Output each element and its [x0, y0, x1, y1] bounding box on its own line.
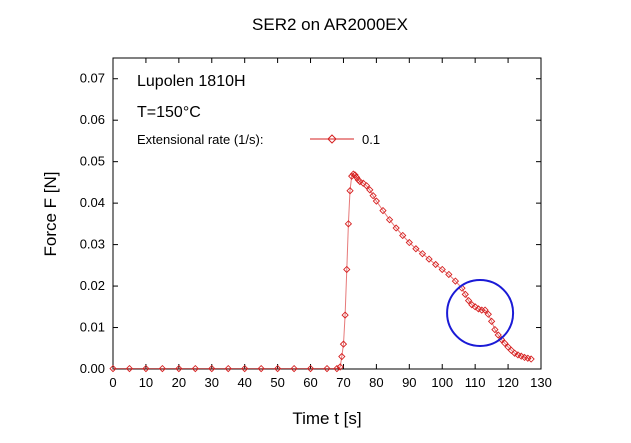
x-tick-label: 120: [497, 375, 519, 390]
temperature-annotation: T=150°C: [137, 104, 201, 121]
x-tick-label: 130: [530, 375, 552, 390]
x-tick-label: 40: [237, 375, 251, 390]
data-point: [257, 364, 265, 373]
data-point: [438, 265, 446, 274]
data-point: [346, 187, 354, 195]
data-point: [432, 260, 440, 269]
y-axis: 0.00 0.01 0.02 0.03 0.04 0.05 0.06 0.07: [80, 71, 541, 376]
data-point: [109, 364, 117, 373]
y-tick-label: 0.06: [80, 112, 105, 127]
x-tick-label: 100: [431, 375, 453, 390]
chart-title: SER2 on AR2000EX: [252, 15, 408, 34]
x-tick-label: 20: [172, 375, 186, 390]
data-point: [224, 364, 232, 373]
y-tick-label: 0.04: [80, 195, 105, 210]
x-tick-label: 30: [205, 375, 219, 390]
x-tick-label: 110: [465, 375, 486, 390]
data-point: [273, 364, 282, 373]
data-point: [494, 331, 502, 339]
data-point: [352, 173, 361, 182]
series-points: [109, 170, 535, 373]
data-point: [344, 220, 353, 228]
data-point: [445, 270, 453, 279]
data-point: [336, 363, 344, 371]
x-axis-title: Time t [s]: [292, 409, 361, 428]
data-point: [366, 186, 374, 194]
data-point: [527, 355, 535, 363]
y-tick-label: 0.01: [80, 320, 105, 335]
highlight-circle: [446, 279, 515, 348]
y-tick-label: 0.00: [80, 361, 105, 376]
data-point: [372, 197, 381, 205]
data-point: [481, 306, 489, 314]
data-point: [468, 301, 476, 309]
data-point: [125, 364, 134, 373]
y-tick-label: 0.03: [80, 237, 105, 252]
data-point: [487, 317, 496, 325]
x-tick-label: 60: [303, 375, 317, 390]
data-point: [471, 303, 479, 311]
x-tick-label: 0: [109, 375, 116, 390]
data-point: [511, 349, 519, 357]
data-point: [158, 364, 167, 373]
data-point: [341, 311, 349, 319]
data-point: [464, 296, 473, 305]
data-point: [385, 216, 394, 224]
data-point: [418, 250, 427, 258]
material-annotation: Lupolen 1810H: [137, 73, 246, 90]
x-tick-label: 80: [369, 375, 383, 390]
x-tick-label: 10: [139, 375, 153, 390]
data-point: [362, 182, 371, 190]
data-point: [412, 245, 420, 253]
legend: Extensional rate (1/s): 0.1: [137, 132, 380, 147]
data-point: [359, 179, 367, 187]
data-point: [142, 364, 150, 373]
y-tick-label: 0.05: [80, 154, 105, 169]
data-point: [191, 364, 199, 373]
data-point: [425, 255, 433, 263]
y-tick-label: 0.02: [80, 278, 105, 293]
data-point: [356, 177, 364, 186]
data-point: [348, 172, 356, 180]
data-point: [501, 339, 509, 347]
x-axis: 0 10 20 30 40 50 60 70 80 90 100 110 120 130: [109, 58, 552, 390]
legend-series-name: 0.1: [362, 132, 380, 147]
data-point: [241, 364, 249, 373]
data-point: [484, 310, 492, 318]
highlight-layer: [446, 279, 515, 348]
data-point: [379, 206, 387, 215]
data-point: [333, 364, 341, 373]
data-point: [478, 306, 486, 314]
y-axis-title: Force F [N]: [41, 171, 60, 256]
x-tick-label: 50: [270, 375, 284, 390]
data-point: [175, 364, 183, 373]
legend-marker-icon: [327, 134, 337, 144]
data-point: [369, 192, 377, 200]
series-line: [113, 173, 532, 370]
data-point: [338, 352, 346, 361]
data-point: [290, 364, 298, 373]
legend-label: Extensional rate (1/s):: [137, 132, 263, 147]
data-point: [351, 171, 359, 179]
data-point: [491, 325, 499, 334]
data-point: [399, 231, 407, 240]
data-point: [343, 265, 351, 274]
data-point: [405, 238, 413, 247]
data-point: [461, 290, 469, 298]
data-point: [208, 364, 216, 373]
y-tick-label: 0.07: [80, 71, 105, 86]
data-point: [306, 364, 315, 373]
data-point: [392, 224, 400, 232]
data-point: [323, 364, 331, 373]
x-tick-label: 70: [336, 375, 350, 390]
data-point: [451, 277, 460, 285]
data-point: [339, 340, 348, 348]
x-tick-label: 90: [402, 375, 416, 390]
